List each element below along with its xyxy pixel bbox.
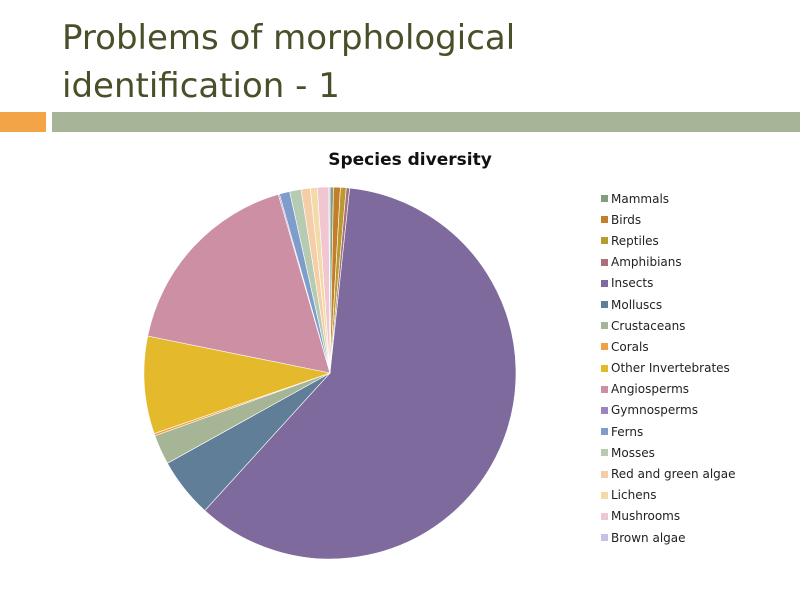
legend-label: Reptiles [611,233,659,248]
legend-item-mammals: Mammals [601,188,791,209]
legend-label: Amphibians [611,255,682,270]
header-accent-bar [0,112,46,132]
legend-swatch [601,343,608,351]
legend-item-crustaceans: Crustaceans [601,315,791,336]
legend-label: Mammals [611,191,670,206]
legend-label: Angiosperms [611,382,690,397]
legend-label: Corals [611,339,649,354]
legend-label: Other Invertebrates [611,361,730,376]
header-divider-bar [52,112,800,132]
legend-swatch [601,470,608,478]
legend-label: Birds [611,212,642,227]
legend-item-mosses: Mosses [601,442,791,463]
legend-swatch [601,322,608,330]
legend-swatch [601,195,608,203]
legend-label: Mushrooms [611,509,681,524]
legend-swatch [601,449,608,457]
legend-label: Brown algae [611,530,686,545]
legend-item-insects: Insects [601,273,791,294]
legend-label: Ferns [611,424,644,439]
legend-label: Lichens [611,488,657,503]
legend-label: Crustaceans [611,318,686,333]
legend-label: Mosses [611,445,655,460]
legend-item-red-and-green-algae: Red and green algae [601,463,791,484]
legend-item-brown-algae: Brown algae [601,527,791,548]
legend-swatch [601,216,608,224]
legend-item-lichens: Lichens [601,485,791,506]
pie-slice-angiosperms [147,193,331,374]
legend-swatch [601,512,608,520]
chart-legend: Mammals Birds Reptiles Amphibians Insects Mol… [601,188,791,548]
legend-label: Insects [611,276,654,291]
legend-swatch [601,491,608,499]
slide-title: Problems of morphological identification … [62,14,622,110]
legend-item-other-invertebrates: Other Invertebrates [601,358,791,379]
legend-item-birds: Birds [601,209,791,230]
legend-item-reptiles: Reptiles [601,230,791,251]
legend-swatch [601,301,608,309]
legend-swatch [601,364,608,372]
pie-slice-other-invertebrates [143,335,332,434]
legend-item-gymnosperms: Gymnosperms [601,400,791,421]
legend-swatch [601,279,608,287]
slide-title-line-1: Problems of morphological [62,18,516,58]
pie-slice-brown-algae [328,186,331,374]
legend-swatch [601,534,608,542]
pie-slice-insects [204,187,517,560]
legend-item-amphibians: Amphibians [601,252,791,273]
slide-title-line-2: identification - 1 [62,66,340,106]
chart-title: Species diversity [328,150,492,170]
legend-item-molluscs: Molluscs [601,294,791,315]
legend-item-corals: Corals [601,336,791,357]
legend-swatch [601,406,608,414]
legend-item-mushrooms: Mushrooms [601,506,791,527]
legend-label: Molluscs [611,297,663,312]
legend-swatch [601,237,608,245]
legend-item-angiosperms: Angiosperms [601,379,791,400]
legend-swatch [601,385,608,393]
legend-swatch [601,428,608,436]
legend-label: Gymnosperms [611,403,698,418]
legend-item-ferns: Ferns [601,421,791,442]
legend-swatch [601,258,608,266]
legend-label: Red and green algae [611,467,736,482]
